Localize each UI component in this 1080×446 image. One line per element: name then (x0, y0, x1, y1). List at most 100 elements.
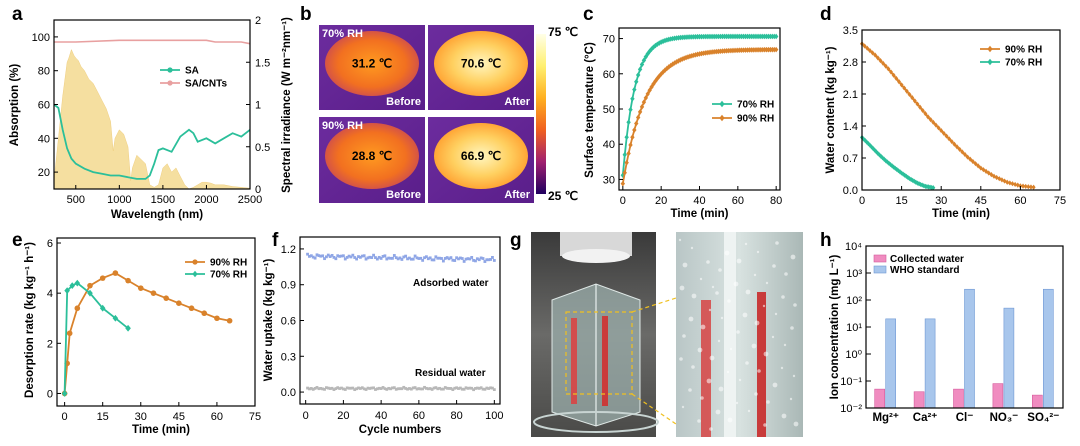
state-label: After (504, 96, 530, 108)
data-marker (472, 259, 475, 262)
bar-collected-2 (913, 391, 925, 409)
data-marker (338, 387, 342, 390)
data-marker (417, 387, 421, 390)
data-marker (451, 258, 455, 262)
data-marker (311, 255, 315, 259)
data-marker (655, 75, 660, 82)
data-marker (947, 136, 952, 142)
x-tick-label: 500 (67, 194, 85, 206)
data-marker (315, 386, 319, 389)
y-tick-label: 0.3 (281, 351, 296, 363)
data-marker (920, 107, 925, 114)
data-marker (377, 386, 381, 390)
legend-collected-label: Collected water (890, 254, 964, 265)
x-tick-label: 60 (1014, 195, 1026, 207)
data-marker (468, 257, 472, 261)
y-tick-label: 0.0 (281, 387, 296, 399)
data-marker (336, 386, 340, 390)
plot-frame (861, 29, 1061, 191)
state-label: Before (386, 189, 421, 201)
y-tick-label: 0.6 (281, 316, 296, 328)
data-marker (941, 130, 946, 136)
data-marker (635, 72, 641, 78)
data-marker (910, 95, 915, 101)
x-axis-label: Time (min) (671, 208, 729, 220)
data-marker (226, 317, 233, 324)
data-marker (952, 141, 957, 147)
data-marker (678, 57, 683, 63)
y-tick-label: 6 (47, 238, 53, 250)
data-marker (912, 98, 917, 104)
data-marker (349, 255, 353, 259)
condensed-droplet (727, 299, 731, 303)
legend-70rh-label: 70% RH (737, 100, 774, 111)
condensed-droplet (715, 409, 721, 415)
condensed-droplet (720, 316, 724, 320)
condensed-droplet (789, 397, 793, 401)
data-marker (374, 388, 377, 391)
data-marker (428, 256, 432, 260)
data-marker (483, 387, 487, 391)
data-marker (672, 60, 677, 66)
data-marker (773, 33, 779, 40)
x-tick-label: 0 (62, 411, 68, 423)
data-marker (460, 387, 464, 391)
data-marker (374, 256, 377, 259)
data-marker (430, 258, 434, 262)
data-marker (387, 386, 391, 390)
legend-90rh-label: 90% RH (1005, 45, 1042, 56)
data-marker (470, 386, 474, 390)
data-marker (453, 259, 457, 262)
data-marker (330, 253, 334, 257)
data-marker (660, 69, 666, 75)
data-marker (340, 254, 343, 258)
data-marker (309, 387, 313, 390)
data-marker (419, 256, 423, 260)
data-marker (899, 82, 904, 88)
data-marker (411, 386, 415, 390)
data-marker (362, 254, 366, 258)
condensed-droplet (763, 423, 767, 427)
heated-sample (434, 31, 528, 96)
data-marker (375, 387, 379, 391)
condensed-droplet (742, 312, 748, 318)
data-marker (434, 255, 438, 259)
data-marker (1013, 181, 1018, 188)
water-tray (533, 411, 659, 433)
data-marker (660, 38, 666, 45)
y2-tick-label: 0.5 (255, 142, 270, 154)
data-marker (387, 256, 391, 260)
data-marker (894, 75, 899, 82)
data-marker (402, 385, 406, 389)
humidity-label: 70% RH (322, 28, 363, 40)
data-marker (453, 386, 457, 390)
bar-who-2 (924, 318, 936, 409)
data-marker (396, 257, 400, 261)
data-marker (415, 256, 419, 260)
y-tick-label: 100 (32, 32, 50, 44)
x-tick-label: 15 (97, 411, 109, 423)
data-marker (308, 387, 311, 391)
data-marker (639, 104, 645, 110)
legend-70rh-marker (192, 270, 198, 278)
data-marker (358, 255, 362, 259)
data-marker (368, 387, 372, 390)
data-marker (61, 390, 68, 397)
data-marker (389, 387, 392, 391)
data-marker (481, 387, 485, 391)
data-marker (66, 330, 73, 337)
condensed-droplet (784, 272, 788, 276)
condensed-droplet (745, 361, 749, 365)
data-marker (411, 257, 415, 261)
condensed-droplet (756, 250, 760, 254)
data-marker (949, 138, 954, 145)
data-marker (404, 387, 408, 390)
y-tick-label: 1.2 (281, 244, 296, 256)
zoom-connector-bottom (631, 393, 677, 425)
series-line-2 (63, 282, 129, 394)
photo-device (531, 232, 677, 437)
data-marker (423, 385, 426, 389)
x-tick-label: 15 (895, 195, 907, 207)
condensed-droplet (772, 264, 776, 268)
data-marker (417, 257, 421, 260)
